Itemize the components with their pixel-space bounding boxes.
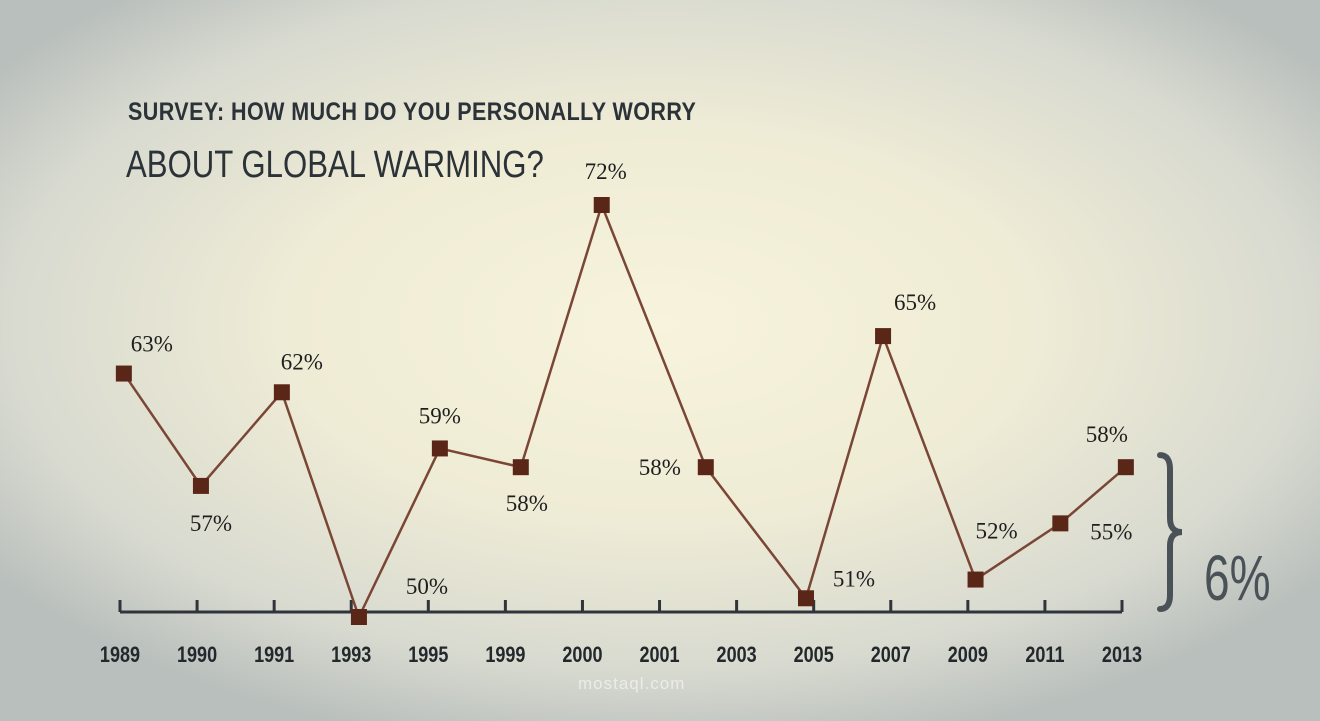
data-label: 65%: [894, 290, 936, 315]
data-point-marker: [593, 197, 610, 213]
x-tick-label: 2007: [871, 643, 911, 667]
watermark: mostaql.com: [578, 674, 686, 693]
x-tick-label: 1999: [485, 643, 525, 667]
data-point-marker: [192, 477, 209, 494]
data-label: 72%: [585, 159, 627, 184]
data-point-marker: [697, 459, 714, 476]
chart-subtitle: ABOUT GLOBAL WARMING?: [126, 144, 544, 186]
chart-title: SURVEY: HOW MUCH DO YOU PERSONALLY WORRY: [128, 98, 697, 126]
annotation-label: 6%: [1204, 543, 1271, 614]
annotation-brace: [1157, 452, 1183, 612]
data-label: 63%: [131, 332, 173, 357]
data-label: 50%: [406, 574, 448, 599]
x-tick-label: 1993: [331, 643, 371, 667]
x-tick-label: 1990: [177, 643, 217, 667]
data-point-marker: [350, 609, 367, 625]
data-label: 58%: [506, 491, 548, 516]
data-label: 58%: [1086, 422, 1128, 447]
data-point-marker: [967, 571, 984, 588]
x-tick-label: 2009: [948, 643, 988, 667]
data-label: 51%: [833, 566, 875, 591]
x-tick-label: 2003: [717, 643, 757, 667]
data-point-marker: [115, 365, 132, 382]
x-tick-label: 2000: [562, 643, 602, 667]
x-tick-label: 1989: [100, 643, 140, 667]
series-line: [122, 201, 1127, 621]
x-tick-label: 1991: [254, 643, 294, 667]
data-label: 62%: [281, 349, 323, 374]
x-tick-label: 2013: [1102, 643, 1142, 667]
x-tick-label: 2005: [794, 643, 834, 667]
data-point-marker: [273, 384, 290, 401]
data-point-marker: [875, 328, 892, 345]
x-tick-label: 2001: [639, 643, 679, 667]
x-tick-label: 1995: [408, 643, 448, 667]
data-label: 58%: [639, 455, 681, 480]
data-point-marker: [512, 459, 529, 476]
data-label: 55%: [1090, 519, 1132, 544]
data-point-marker: [1052, 515, 1069, 532]
x-tick-label: 2011: [1025, 643, 1064, 667]
data-label: 57%: [190, 511, 232, 536]
data-point-marker: [1117, 459, 1134, 476]
data-label: 52%: [975, 519, 1017, 544]
data-point-marker: [797, 590, 814, 607]
data-label: 59%: [419, 403, 461, 428]
data-point-marker: [431, 440, 448, 457]
